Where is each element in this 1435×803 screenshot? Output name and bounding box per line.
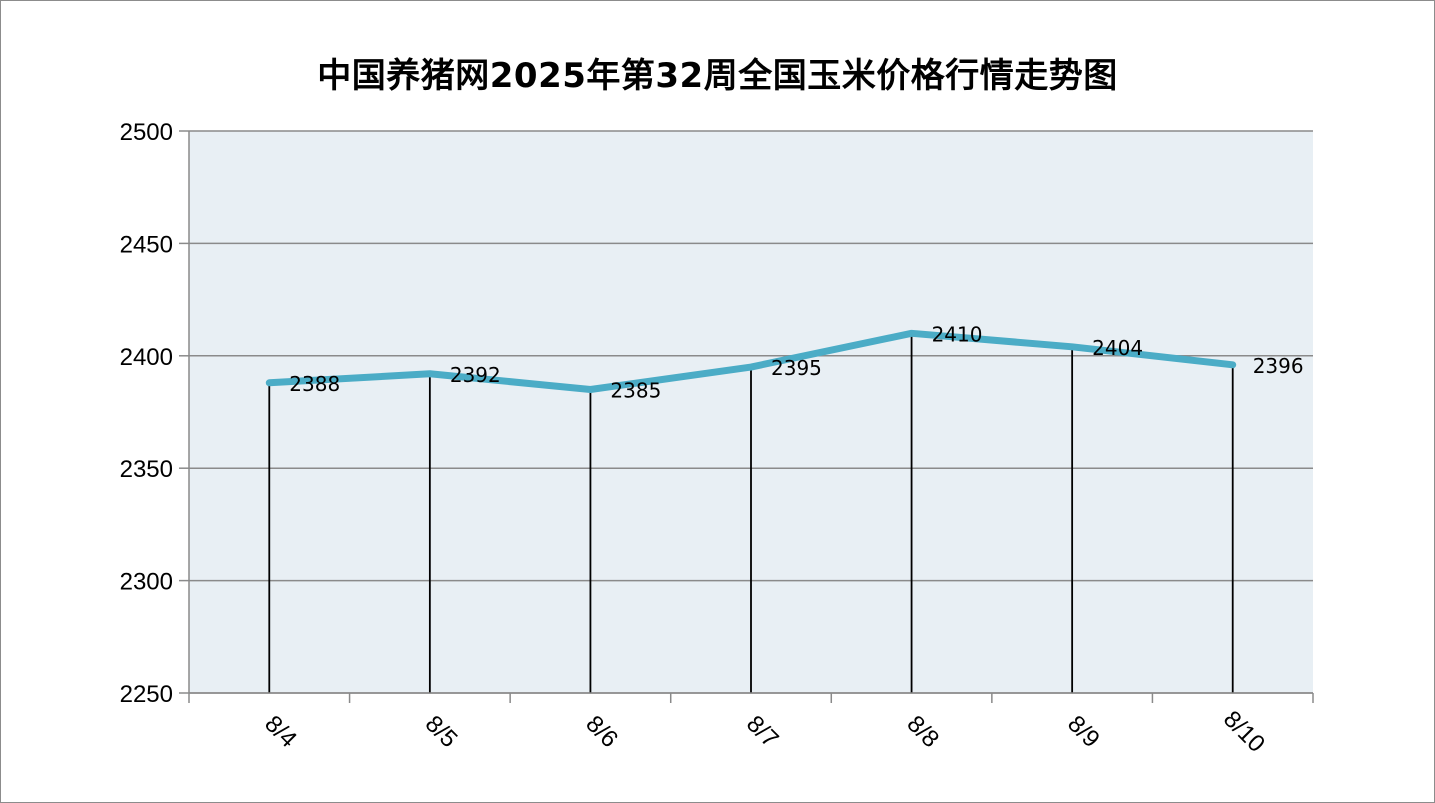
- data-label: 2396: [1253, 354, 1304, 378]
- series-line: [265, 329, 1237, 394]
- axes: [188, 131, 1313, 694]
- data-label: 2404: [1092, 336, 1143, 360]
- data-label: 2395: [771, 356, 822, 380]
- x-tick-label: 8/6: [580, 710, 623, 753]
- y-tick-label: 2250: [120, 681, 173, 708]
- y-tick-label: 2450: [120, 231, 173, 258]
- x-tick-label: 8/9: [1062, 710, 1105, 753]
- y-tick-label: 2500: [120, 119, 173, 146]
- x-axis-ticks: 8/4 8/5 8/6 8/7 8/8 8/9 8/10: [188, 693, 1314, 758]
- data-labels: 2388 2392 2385 2395 2410 2404 2396: [289, 322, 1303, 402]
- data-label: 2388: [289, 372, 340, 396]
- drop-lines: [268, 333, 1234, 693]
- x-tick-label: 8/4: [259, 710, 302, 753]
- data-label: 2410: [932, 322, 983, 346]
- data-label: 2385: [610, 379, 661, 403]
- x-tick-label: 8/5: [420, 710, 463, 753]
- y-axis-ticks: 2250 2300 2350 2400 2450 2500: [120, 119, 189, 708]
- y-tick-label: 2400: [120, 344, 173, 371]
- y-tick-label: 2300: [120, 569, 173, 596]
- x-tick-label: 8/8: [902, 710, 945, 753]
- data-label: 2392: [450, 363, 501, 387]
- chart-title: 中国养猪网2025年第32周全国玉米价格行情走势图: [317, 56, 1118, 96]
- y-tick-label: 2350: [120, 456, 173, 483]
- x-tick-label: 8/7: [741, 710, 784, 753]
- x-tick-label: 8/10: [1218, 706, 1270, 758]
